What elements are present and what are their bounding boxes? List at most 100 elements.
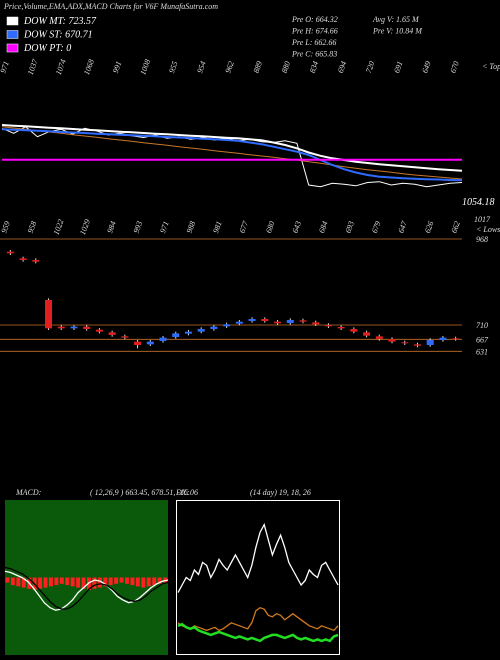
legend-label: DOW ST: 670.71	[23, 30, 93, 41]
top-label: 1074	[54, 58, 68, 76]
histogram-bar	[54, 577, 59, 586]
candle-body	[32, 260, 40, 262]
legend-label: DOW MT: 723.57	[23, 16, 97, 27]
candle-body	[312, 322, 320, 325]
panel-title: MACD:	[15, 488, 42, 497]
candle-body	[401, 342, 409, 344]
panel-title: DX:	[175, 488, 190, 497]
histogram-bar	[81, 577, 86, 589]
low-label: 662	[449, 220, 462, 234]
candle-body	[172, 333, 180, 337]
series-line	[1, 126, 463, 180]
top-label: 670	[448, 60, 461, 74]
series-line	[1, 124, 463, 172]
top-label: 691	[392, 60, 405, 74]
low-label: 626	[423, 220, 436, 234]
y-tick-label: 631	[476, 347, 488, 356]
histogram-bar	[65, 577, 70, 586]
histogram-bar	[146, 577, 151, 587]
candle-body	[146, 341, 154, 345]
sub-label: 1017	[474, 215, 491, 224]
histogram-bar	[48, 577, 53, 587]
stat: Avg V: 1.65 M	[372, 15, 420, 24]
series-line	[177, 522, 339, 593]
low-label: 971	[158, 220, 171, 234]
low-label: 679	[370, 220, 383, 234]
histogram-bar	[125, 577, 129, 584]
candle-body	[108, 332, 116, 335]
candle-body	[261, 319, 269, 321]
legend-label: DOW PT: 0	[23, 43, 71, 54]
candle-body	[299, 320, 307, 322]
histogram-bar	[87, 577, 91, 591]
histogram-bar	[10, 577, 15, 586]
histogram-bar	[114, 577, 119, 584]
low-label: 984	[105, 220, 118, 234]
histogram-bar	[152, 577, 157, 586]
series-line	[177, 606, 339, 632]
top-label: 889	[251, 60, 264, 74]
candle-body	[70, 326, 78, 329]
low-label: 643	[291, 220, 304, 234]
candle-body	[413, 344, 421, 346]
legend-swatch	[6, 43, 19, 53]
top-label: 955	[167, 60, 180, 74]
candle-body	[337, 327, 345, 329]
lows-label: < Lows	[476, 225, 500, 234]
histogram-bar	[59, 577, 64, 584]
candle-body	[426, 340, 434, 345]
histogram-bar	[163, 577, 167, 583]
y-tick-label: 968	[476, 235, 488, 244]
low-label: 693	[343, 220, 356, 234]
top-label: 834	[308, 60, 321, 74]
series-line	[4, 570, 169, 611]
top-label: 694	[336, 60, 349, 74]
top-label: 1037	[26, 57, 40, 76]
candle-body	[121, 336, 129, 338]
legend-swatch	[6, 30, 19, 39]
legend-swatch	[6, 16, 19, 26]
candle-body	[452, 338, 460, 340]
candle-body	[439, 337, 447, 340]
histogram-bar	[103, 577, 108, 587]
stat: Pre O: 664.32	[291, 15, 338, 24]
histogram-bar	[97, 577, 102, 588]
candle-body	[95, 329, 103, 332]
low-label: 677	[238, 219, 251, 234]
histogram-bar	[130, 577, 135, 586]
candle-body	[83, 326, 91, 329]
series-line	[177, 622, 339, 643]
low-label: 647	[396, 219, 409, 234]
low-label: 958	[26, 220, 39, 234]
top-label: 962	[223, 60, 236, 74]
candle-body	[45, 300, 53, 329]
low-label: 959	[0, 220, 12, 234]
histogram-bar	[38, 577, 43, 589]
candle-body	[388, 339, 396, 342]
histogram-bar	[108, 577, 113, 586]
histogram-bar	[43, 577, 48, 588]
stat: Pre V: 10.84 M	[372, 27, 423, 36]
candle-body	[248, 319, 256, 321]
candle-body	[223, 324, 231, 327]
low-label: 680	[264, 220, 277, 234]
candle-body	[19, 258, 27, 260]
candle-body	[159, 337, 167, 341]
candle-body	[286, 320, 294, 323]
histogram-bar	[135, 577, 140, 587]
low-label: 684	[317, 220, 330, 234]
low-label: 1029	[78, 218, 92, 236]
low-label: 1022	[52, 218, 66, 236]
histogram-bar	[157, 577, 162, 584]
histogram-bar	[119, 577, 124, 583]
low-label: 981	[211, 220, 224, 234]
candle-body	[197, 329, 205, 332]
stat: Pre L: 662.66	[291, 38, 336, 47]
stat: Pre H: 674.66	[291, 27, 338, 36]
histogram-bar	[21, 577, 26, 588]
candle-body	[6, 251, 14, 254]
series-line	[1, 128, 463, 182]
candle-body	[274, 321, 282, 324]
